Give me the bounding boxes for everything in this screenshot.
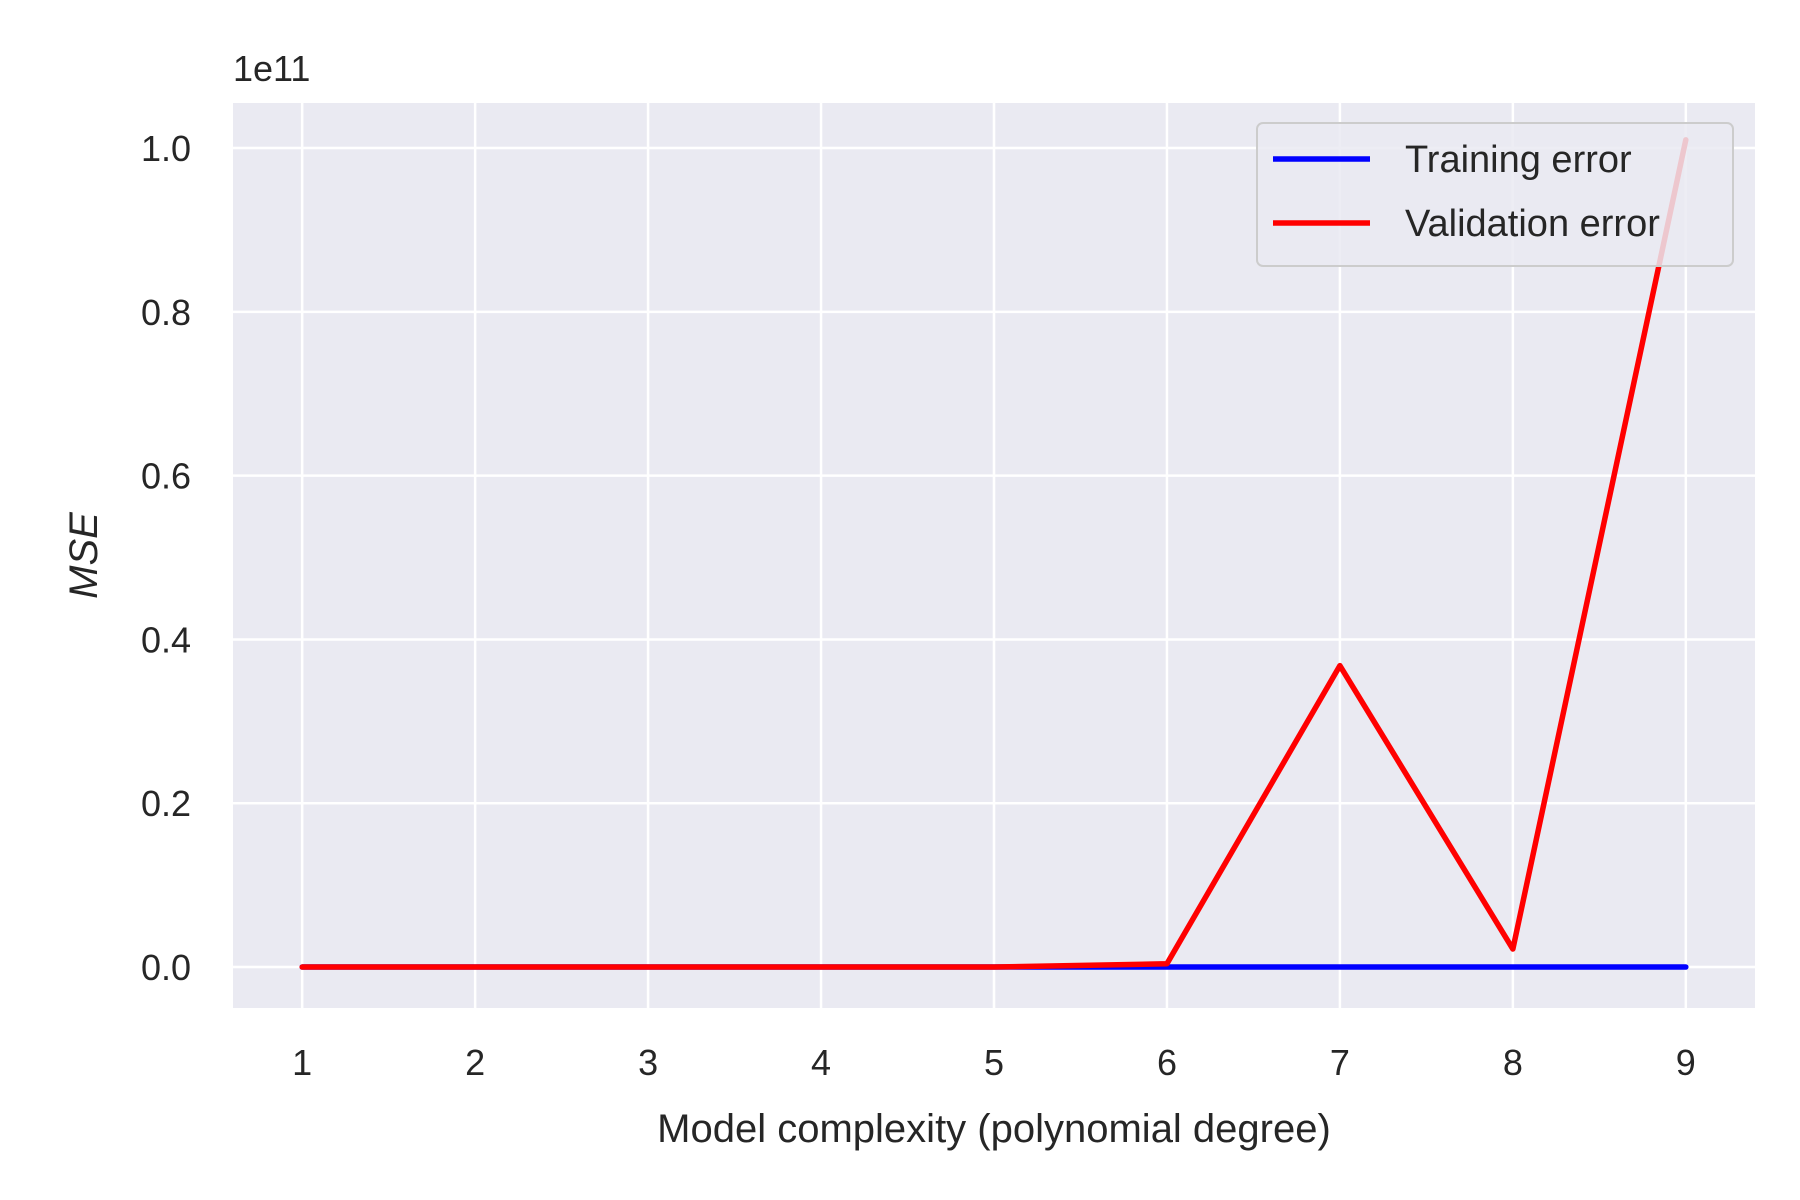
y-tick-label: 1.0: [141, 128, 191, 169]
y-offset-label: 1e11: [233, 48, 310, 89]
y-tick-label: 0.0: [141, 947, 191, 988]
legend-label: Training error: [1405, 139, 1632, 181]
x-tick-label: 1: [292, 1042, 312, 1083]
x-tick-label: 3: [638, 1042, 658, 1083]
series-line-1: [299, 137, 1689, 970]
x-tick-label: 8: [1503, 1042, 1523, 1083]
legend-box: [1256, 122, 1734, 267]
x-tick-label: 6: [1157, 1042, 1177, 1083]
x-tick-label: 7: [1330, 1042, 1350, 1083]
x-tick-label: 9: [1676, 1042, 1696, 1083]
y-tick-label: 0.6: [141, 456, 191, 497]
x-axis-label: Model complexity (polynomial degree): [657, 1107, 1331, 1151]
y-tick-label: 0.2: [141, 783, 191, 824]
tick-labels: 1 2 3 4 5 6 7 8 9 0.0 0.2 0.4 0.6 0.8 1.0: [141, 128, 1696, 1083]
x-tick-label: 4: [811, 1042, 831, 1083]
series-layer: [299, 137, 1689, 970]
y-axis-label: MSE: [62, 511, 106, 599]
y-tick-label: 0.8: [141, 292, 191, 333]
x-tick-label: 5: [984, 1042, 1004, 1083]
y-tick-label: 0.4: [141, 619, 191, 660]
legend-label: Validation error: [1405, 203, 1660, 245]
x-tick-label: 2: [465, 1042, 485, 1083]
legend: Training error Validation error: [1256, 122, 1734, 267]
